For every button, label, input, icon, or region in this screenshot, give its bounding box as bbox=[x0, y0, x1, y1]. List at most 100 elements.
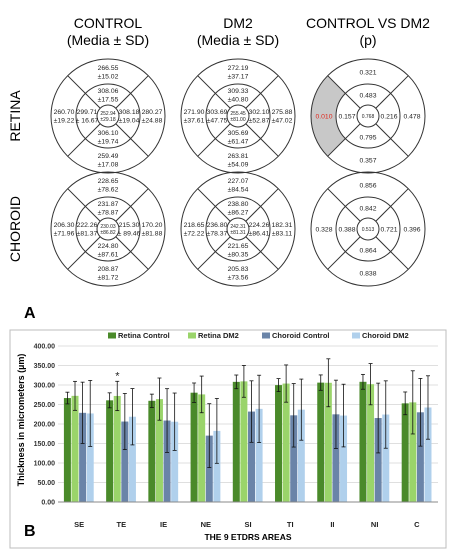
y-tick-label: 400.00 bbox=[34, 344, 56, 351]
y-tick-label: 150.00 bbox=[34, 441, 56, 448]
grid-value-bottom-outer: 0.838 bbox=[359, 270, 376, 277]
grid-value-right-outer: 182.31 bbox=[272, 222, 293, 229]
center-ring bbox=[356, 104, 380, 128]
grid-value-right-outer: ±47.02 bbox=[272, 118, 293, 125]
y-tick-label: 300.00 bbox=[34, 383, 56, 390]
panel-b: Retina Control Retina DM2 Choroid Control C… bbox=[9, 329, 447, 549]
grid-value-inner-right: ±52.87 bbox=[249, 118, 270, 125]
bar-choroid-dm2-te bbox=[128, 416, 136, 502]
grid-value-inner-left: ±78.37 bbox=[207, 231, 228, 238]
grid-value-top: ±37.17 bbox=[228, 74, 249, 81]
sector-divider bbox=[67, 188, 101, 222]
x-tick-label: TI bbox=[287, 520, 294, 529]
etdrs-grid-choroid-3: 0.856 0.838 0.328 0.396 0.842 0.864 0.388 0.721… bbox=[310, 171, 426, 287]
bar-retina-control-se bbox=[63, 398, 71, 502]
grid-value-top: 272.19 bbox=[228, 65, 249, 72]
grid-value-center: ±81.00 bbox=[230, 117, 245, 123]
y-tick-label: 100.00 bbox=[34, 461, 56, 468]
bar-retina-dm2-ni bbox=[367, 384, 375, 502]
grid-value-inner-left: ±81.37 bbox=[77, 231, 98, 238]
grid-value-inner-top: 238.80 bbox=[228, 201, 249, 208]
legend-swatch bbox=[188, 332, 196, 339]
grid-value-inner-right: 308.18 bbox=[119, 109, 140, 116]
grid-value-inner-left: ± 16.67 bbox=[76, 118, 99, 125]
sector-divider bbox=[375, 123, 409, 157]
col-header-dm2-line2: (Media ± SD) bbox=[197, 32, 279, 48]
highlighted-sector bbox=[311, 75, 346, 157]
grid-value-right-outer: 0.478 bbox=[403, 113, 420, 120]
chart-legend: Retina Control Retina DM2 Choroid Control C… bbox=[108, 331, 409, 340]
grid-value-inner-left: 0.157 bbox=[338, 113, 355, 120]
col-header-dm2-line1: DM2 bbox=[223, 15, 253, 31]
center-ring bbox=[226, 104, 250, 128]
sector-divider bbox=[327, 236, 361, 270]
grid-value-top: 0.321 bbox=[359, 69, 376, 76]
bar-choroid-dm2-si bbox=[255, 408, 263, 502]
x-tick-label: NI bbox=[371, 520, 379, 529]
grid-value-bottom-outer: 263.81 bbox=[228, 153, 249, 160]
bar-choroid-control-ni bbox=[374, 418, 382, 502]
grid-value-inner-right: ± 89.46 bbox=[118, 231, 141, 238]
bar-retina-control-ii bbox=[317, 382, 325, 502]
sector-divider bbox=[115, 188, 149, 222]
grid-value-left-outer: 271.90 bbox=[184, 109, 205, 116]
panel-b-label: B bbox=[24, 523, 36, 540]
grid-value-left-outer: 0.328 bbox=[315, 226, 332, 233]
inner-ring bbox=[335, 196, 401, 262]
grid-value-inner-top: ±17.55 bbox=[98, 97, 119, 104]
col-header-control-line2: (Media ± SD) bbox=[67, 32, 149, 48]
panel-a-label: A bbox=[24, 305, 36, 322]
center-ring bbox=[226, 217, 250, 241]
grid-value-right-outer: ±24.88 bbox=[142, 118, 163, 125]
grid-value-right-outer: 280.27 bbox=[142, 109, 163, 116]
grid-value-left-outer: 206.30 bbox=[54, 222, 75, 229]
grid-value-center: 230.03 bbox=[100, 224, 116, 230]
grid-value-bottom-outer: ±54.09 bbox=[228, 162, 249, 169]
bar-retina-control-si bbox=[232, 381, 240, 502]
y-tick-labels: 0.00 50.00 100.00 150.00 200.00 250.00 300.00 3… bbox=[34, 344, 56, 507]
bar-retina-dm2-ii bbox=[324, 382, 332, 502]
y-tick-label: 0.00 bbox=[41, 500, 55, 507]
sector-divider bbox=[115, 75, 149, 109]
sector-divider bbox=[245, 188, 279, 222]
sector-divider bbox=[197, 236, 231, 270]
sector-divider bbox=[245, 123, 279, 157]
bar-choroid-dm2-ne bbox=[213, 430, 221, 502]
bar-retina-control-te bbox=[106, 400, 114, 502]
grid-value-left-outer: ±37.61 bbox=[184, 118, 205, 125]
bar-choroid-control-ii bbox=[332, 414, 340, 502]
sector-divider bbox=[197, 75, 231, 109]
grid-value-inner-top: ±78.87 bbox=[98, 210, 119, 217]
bar-retina-control-c bbox=[401, 403, 409, 502]
chart-frame bbox=[9, 329, 447, 549]
grid-value-bottom-outer: 205.83 bbox=[228, 266, 249, 273]
grid-value-left-outer: ±19.22 bbox=[54, 118, 75, 125]
grid-value-inner-left: 222.26 bbox=[77, 222, 98, 229]
grid-value-center: 0.513 bbox=[362, 227, 375, 233]
col-header-pvalue-line1: CONTROL VS DM2 bbox=[306, 15, 430, 31]
etdrs-grid-retina-2: 272.19 ±37.17 263.81 ±54.09 271.90 ±37.61 275.… bbox=[180, 58, 296, 174]
legend-label: Choroid DM2 bbox=[362, 331, 409, 340]
bar-retina-control-ni bbox=[359, 381, 367, 502]
grid-value-inner-top: ±40.80 bbox=[228, 97, 249, 104]
grid-value-inner-right: 224.26 bbox=[249, 222, 270, 229]
grid-value-inner-bottom: 0.864 bbox=[359, 247, 376, 254]
grid-value-inner-bottom: ±19.74 bbox=[98, 139, 119, 146]
sector-divider bbox=[375, 75, 409, 109]
etdrs-grid-choroid-1: 228.65 ±78.62 208.87 ±81.72 206.30 ±71.96 170.… bbox=[50, 171, 166, 287]
grid-value-right-outer: ±81.88 bbox=[142, 231, 163, 238]
bar-retina-dm2-ti bbox=[282, 383, 290, 502]
grid-value-inner-bottom: 0.795 bbox=[359, 134, 376, 141]
bar-retina-dm2-si bbox=[240, 381, 248, 502]
bar-choroid-control-si bbox=[248, 411, 255, 502]
grid-value-right-outer: ±83.11 bbox=[272, 231, 292, 238]
grid-value-center: ±29.18 bbox=[100, 117, 115, 123]
grid-value-inner-bottom: 224.80 bbox=[98, 243, 119, 250]
etdrs-grid-retina-1: 266.55 ±15.02 259.49 ±17.08 260.70 ±19.22 280.… bbox=[50, 58, 166, 174]
chart-annotations: * bbox=[115, 370, 120, 382]
y-tick-label: 250.00 bbox=[34, 402, 56, 409]
grid-value-center: ±81.31 bbox=[230, 230, 245, 236]
grid-value-left-outer: ±72.22 bbox=[184, 231, 205, 238]
sector-divider bbox=[197, 123, 231, 157]
grid-value-center: 252.94 bbox=[100, 111, 116, 117]
